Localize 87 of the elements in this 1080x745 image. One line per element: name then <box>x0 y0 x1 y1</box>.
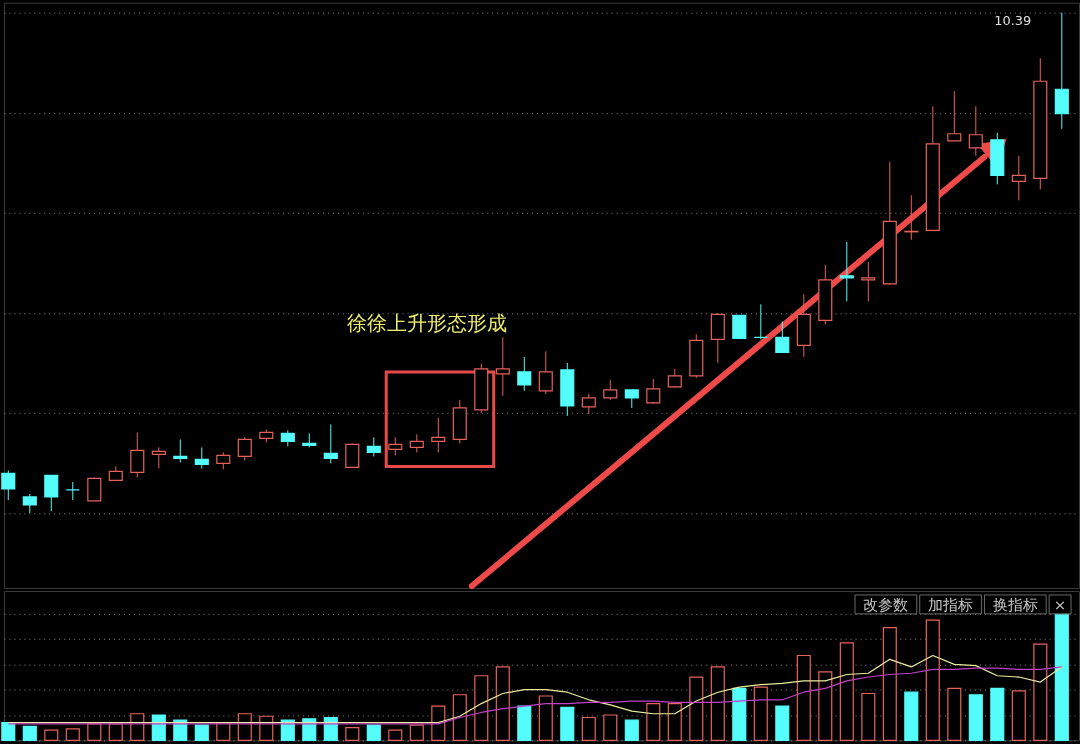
bar <box>151 714 166 741</box>
bar <box>173 719 188 741</box>
bar <box>624 719 639 741</box>
bar <box>538 695 553 741</box>
annotation: × <box>1053 595 1067 614</box>
annotation: 10.39 <box>994 12 1032 28</box>
candlestick <box>732 314 747 339</box>
bar <box>280 719 295 741</box>
candlestick <box>968 105 983 157</box>
candlestick <box>194 446 209 469</box>
candlestick <box>431 417 446 453</box>
candlestick <box>538 350 553 395</box>
bar <box>710 666 725 741</box>
bar <box>603 714 618 741</box>
annotation: 加指标 <box>928 595 974 614</box>
bar <box>65 728 80 741</box>
bar <box>388 729 403 741</box>
candlestick <box>947 90 962 142</box>
candlestick <box>495 336 510 397</box>
candlestick <box>775 320 790 353</box>
candlestick <box>1 469 16 501</box>
annotation: 换指标 <box>992 595 1038 614</box>
candlestick <box>65 481 80 501</box>
bar <box>796 654 811 741</box>
bar <box>882 627 897 741</box>
annotation: 改参数 <box>863 595 909 614</box>
bar <box>839 642 854 741</box>
bar <box>925 619 940 741</box>
candlestick <box>345 442 360 469</box>
bar <box>517 705 532 741</box>
candlestick <box>173 438 188 463</box>
bar <box>1011 690 1026 741</box>
candlestick <box>839 241 854 302</box>
candlestick <box>44 474 59 512</box>
candlestick <box>323 423 338 464</box>
bar <box>732 687 747 741</box>
candlestick <box>624 389 639 409</box>
bar <box>646 703 661 741</box>
candlestick <box>646 378 661 405</box>
bar <box>87 723 102 741</box>
candlestick <box>581 393 596 415</box>
bar <box>1 721 16 741</box>
bar <box>409 724 424 741</box>
candlestick <box>753 303 768 340</box>
bar <box>968 694 983 741</box>
bar <box>1033 643 1048 741</box>
candlestick <box>603 379 618 401</box>
bar <box>990 687 1005 741</box>
bar <box>194 724 209 741</box>
bar <box>237 713 252 741</box>
candlestick <box>151 446 166 469</box>
bar <box>581 716 596 741</box>
candlestick <box>130 431 145 478</box>
candlestick <box>388 436 403 456</box>
candlestick <box>87 476 102 502</box>
bar <box>818 671 833 741</box>
bar <box>108 723 123 741</box>
bar <box>947 687 962 741</box>
bar <box>130 713 145 741</box>
candlestick <box>409 433 424 453</box>
candlestick <box>667 368 682 389</box>
bar <box>452 694 467 741</box>
candlestick <box>1011 155 1026 201</box>
annotation: 徐徐上升形态形成 <box>347 312 508 336</box>
bar <box>560 706 575 741</box>
bar <box>667 703 682 741</box>
bar <box>366 724 381 741</box>
candlestick <box>366 436 381 457</box>
bar <box>495 666 510 741</box>
bar <box>904 691 919 741</box>
bar <box>431 705 446 741</box>
candlestick <box>517 356 532 392</box>
bar <box>345 727 360 741</box>
bar <box>216 721 231 741</box>
bar <box>302 718 317 741</box>
bar <box>775 705 790 741</box>
candlestick <box>861 261 876 302</box>
bar <box>323 716 338 741</box>
candlestick <box>237 436 252 461</box>
bar <box>474 675 489 741</box>
bar <box>22 725 37 741</box>
bar <box>861 692 876 741</box>
bar <box>753 686 768 741</box>
bar <box>259 715 274 741</box>
bar <box>689 676 704 741</box>
candlestick <box>22 493 37 514</box>
bar <box>44 729 59 741</box>
